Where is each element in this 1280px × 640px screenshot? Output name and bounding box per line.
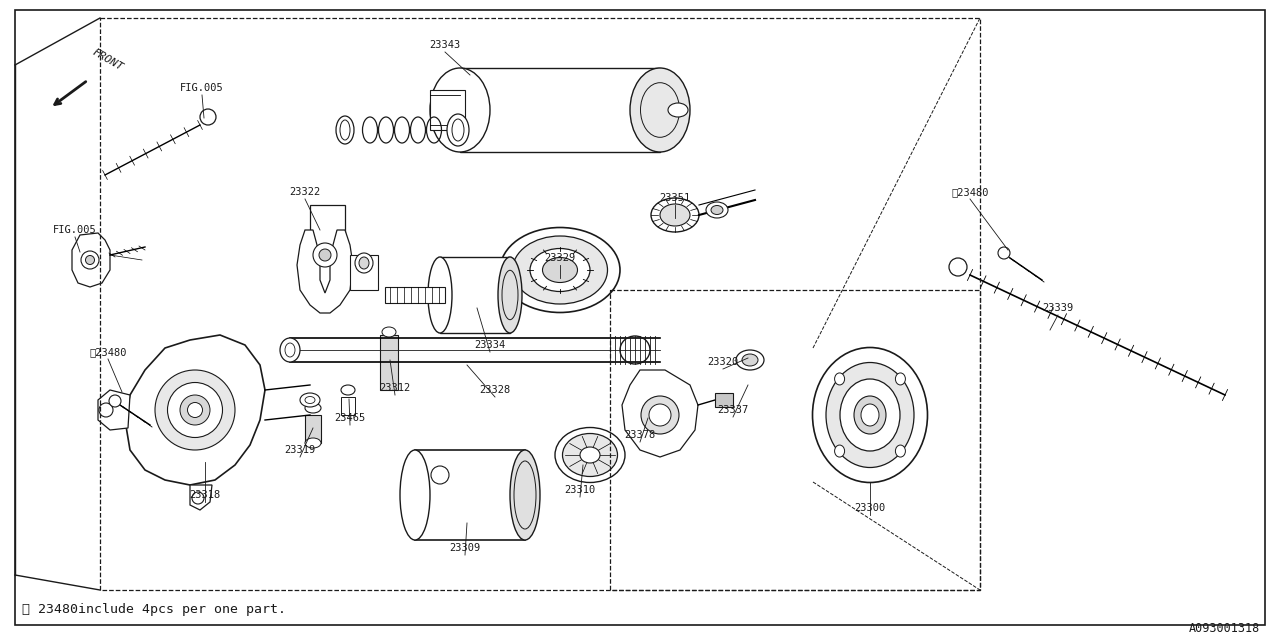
- Ellipse shape: [305, 438, 321, 448]
- Ellipse shape: [896, 373, 905, 385]
- Text: 23320: 23320: [708, 357, 739, 367]
- Ellipse shape: [428, 257, 452, 333]
- Ellipse shape: [431, 466, 449, 484]
- Ellipse shape: [896, 445, 905, 457]
- Text: 23351: 23351: [659, 193, 691, 203]
- Polygon shape: [99, 390, 131, 430]
- Ellipse shape: [562, 433, 617, 477]
- Ellipse shape: [180, 395, 210, 425]
- Text: FIG.005: FIG.005: [180, 83, 224, 93]
- Ellipse shape: [335, 116, 355, 144]
- Text: 23337: 23337: [717, 405, 749, 415]
- Ellipse shape: [430, 68, 490, 152]
- Ellipse shape: [509, 450, 540, 540]
- Polygon shape: [125, 335, 265, 485]
- Ellipse shape: [530, 248, 590, 291]
- Ellipse shape: [835, 373, 845, 385]
- Bar: [385, 287, 445, 303]
- Text: ※ 23480include 4pcs per one part.: ※ 23480include 4pcs per one part.: [22, 604, 285, 616]
- Text: 23300: 23300: [854, 503, 886, 513]
- Text: 23328: 23328: [480, 385, 511, 395]
- Bar: [340, 397, 355, 415]
- Ellipse shape: [498, 257, 522, 333]
- Ellipse shape: [447, 114, 468, 146]
- Ellipse shape: [630, 68, 690, 152]
- Text: 23322: 23322: [289, 187, 320, 197]
- Ellipse shape: [340, 385, 355, 395]
- Ellipse shape: [109, 395, 122, 407]
- Ellipse shape: [556, 428, 625, 483]
- Ellipse shape: [168, 383, 223, 438]
- Bar: [310, 205, 346, 250]
- Ellipse shape: [668, 103, 689, 117]
- Ellipse shape: [358, 257, 369, 269]
- Ellipse shape: [835, 445, 845, 457]
- Ellipse shape: [187, 403, 202, 417]
- Bar: [415, 450, 525, 540]
- Polygon shape: [72, 233, 110, 287]
- Ellipse shape: [813, 348, 928, 483]
- Ellipse shape: [200, 109, 216, 125]
- Ellipse shape: [500, 227, 620, 312]
- Bar: [611, 290, 980, 590]
- Ellipse shape: [854, 396, 886, 434]
- Text: 23329: 23329: [544, 253, 576, 263]
- Text: FRONT: FRONT: [90, 47, 124, 73]
- Text: 23318: 23318: [189, 490, 220, 500]
- Ellipse shape: [543, 257, 577, 282]
- Text: 23334: 23334: [475, 340, 506, 350]
- Ellipse shape: [707, 202, 728, 218]
- Ellipse shape: [742, 354, 758, 366]
- Bar: [380, 335, 398, 390]
- Ellipse shape: [998, 247, 1010, 259]
- Ellipse shape: [641, 396, 678, 434]
- Polygon shape: [297, 230, 353, 313]
- Ellipse shape: [355, 253, 372, 273]
- Text: FIG.005: FIG.005: [54, 225, 97, 235]
- Ellipse shape: [399, 450, 430, 540]
- Polygon shape: [189, 485, 212, 510]
- Text: 23309: 23309: [449, 543, 480, 553]
- Text: 23343: 23343: [429, 40, 461, 50]
- Ellipse shape: [826, 362, 914, 467]
- Text: ※23480: ※23480: [90, 347, 127, 357]
- Ellipse shape: [155, 370, 236, 450]
- Text: 23339: 23339: [1042, 303, 1074, 313]
- Ellipse shape: [736, 350, 764, 370]
- Text: 23378: 23378: [625, 430, 655, 440]
- Text: 23465: 23465: [334, 413, 366, 423]
- Ellipse shape: [710, 205, 723, 214]
- Polygon shape: [622, 370, 698, 457]
- Ellipse shape: [649, 404, 671, 426]
- Ellipse shape: [99, 403, 113, 417]
- Ellipse shape: [861, 404, 879, 426]
- Ellipse shape: [948, 258, 966, 276]
- Bar: [716, 393, 733, 407]
- Ellipse shape: [314, 243, 337, 267]
- Bar: [430, 90, 465, 130]
- Text: ※23480: ※23480: [951, 187, 988, 197]
- Text: 23310: 23310: [564, 485, 595, 495]
- Text: 23312: 23312: [379, 383, 411, 393]
- Ellipse shape: [660, 204, 690, 226]
- Text: A093001318: A093001318: [1189, 621, 1260, 634]
- Ellipse shape: [300, 393, 320, 407]
- Ellipse shape: [381, 327, 396, 337]
- Bar: [349, 255, 378, 290]
- Bar: [440, 257, 509, 333]
- Ellipse shape: [512, 236, 608, 304]
- Bar: [460, 68, 660, 152]
- Bar: [100, 18, 980, 590]
- Ellipse shape: [86, 255, 95, 264]
- Ellipse shape: [192, 492, 204, 504]
- Text: 23319: 23319: [284, 445, 316, 455]
- Ellipse shape: [652, 198, 699, 232]
- Ellipse shape: [580, 447, 600, 463]
- Ellipse shape: [840, 379, 900, 451]
- Ellipse shape: [81, 251, 99, 269]
- Ellipse shape: [305, 403, 321, 413]
- Bar: [305, 415, 321, 443]
- Ellipse shape: [280, 338, 300, 362]
- Ellipse shape: [319, 249, 332, 261]
